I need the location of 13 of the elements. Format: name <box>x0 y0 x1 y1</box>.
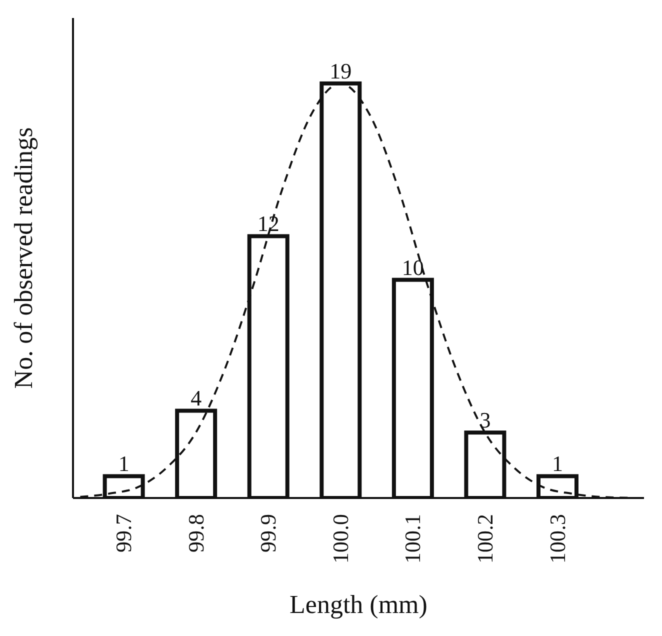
x-tick-label: 99.8 <box>183 514 208 552</box>
y-axis-title: No. of observed readings <box>9 127 38 389</box>
x-tick-label: 99.9 <box>256 514 281 552</box>
x-axis-title: Length (mm) <box>290 590 428 619</box>
data-label: 1 <box>552 451 563 476</box>
data-label: 19 <box>330 58 352 84</box>
x-tick-label: 100.2 <box>472 514 498 564</box>
x-tick-label: 100.3 <box>544 514 570 564</box>
x-tick-label: 100.1 <box>400 514 426 564</box>
x-tick-label: 99.7 <box>111 514 136 552</box>
x-tick-label: 100.0 <box>328 514 353 564</box>
data-label: 1 <box>118 451 130 476</box>
data-label: 4 <box>190 386 202 411</box>
